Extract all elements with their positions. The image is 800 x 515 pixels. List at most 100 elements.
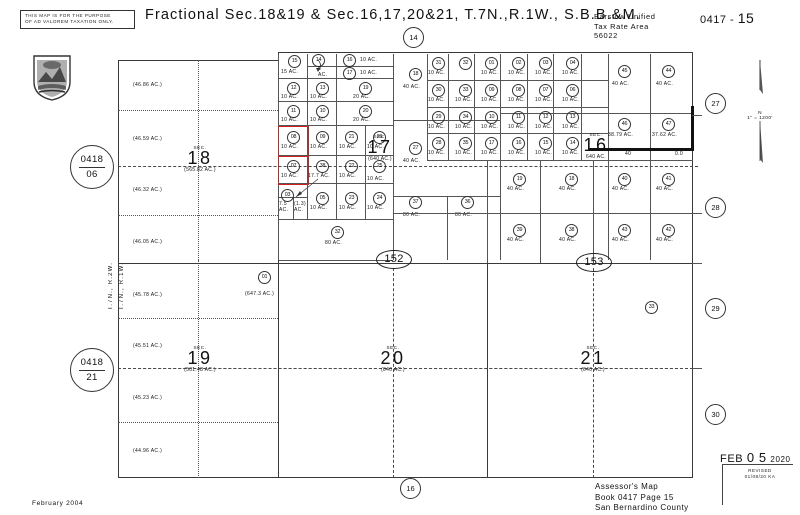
section-18-number: 18 — [187, 148, 213, 168]
edge-marker-27[interactable]: 27 — [705, 93, 726, 114]
parcel-17-18[interactable]: 18 — [409, 68, 422, 81]
parcel-16-35[interactable]: 35 — [459, 137, 472, 150]
parcel-16-31[interactable]: 31 — [432, 57, 445, 70]
parcel-17-20[interactable]: 20 — [359, 105, 372, 118]
parcel-16-30-acres: 10 AC. — [428, 97, 446, 103]
sec18-lot-div-2 — [118, 166, 698, 167]
parcel-16-03[interactable]: 03 — [539, 57, 552, 70]
parcel-16-43-acres: 40 AC. — [612, 237, 630, 243]
parcel-16-02[interactable]: 02 — [512, 57, 525, 70]
parcel-17-24[interactable]: 24 — [373, 192, 386, 205]
parcel-16-44[interactable]: 44 — [662, 65, 675, 78]
parcel-16-16[interactable]: 16 — [512, 137, 525, 150]
parcel-16-03-acres: 10 AC. — [535, 70, 553, 76]
parcel-17-03[interactable]: 03 — [281, 189, 294, 202]
parcel-16-41[interactable]: 41 — [662, 173, 675, 186]
parcel-16-34[interactable]: 34 — [459, 111, 472, 124]
parcel-17-23[interactable]: 23 — [345, 192, 358, 205]
parcel-16-09[interactable]: 09 — [485, 84, 498, 97]
parcel-17-10[interactable]: 10 — [316, 105, 329, 118]
section-20-tag: SEC. — [386, 345, 400, 350]
parcel-16-46[interactable]: 46 — [618, 118, 631, 131]
parcel-17-14[interactable]: 14 — [312, 54, 325, 67]
book-ref-0418-06[interactable]: 0418 06 — [70, 145, 114, 189]
parcel-17-22[interactable]: 22 — [345, 160, 358, 173]
parcel-16-46-acres: 38.79 AC. — [608, 132, 634, 138]
parcel-17-08[interactable]: 08 — [287, 131, 300, 144]
parcel-16-17[interactable]: 17 — [485, 137, 498, 150]
parcel-17-19[interactable]: 19 — [359, 82, 372, 95]
edge-marker-top-14[interactable]: 14 — [403, 27, 424, 48]
parcel-17-36-acres: 80 AC. — [455, 212, 473, 218]
parcel-17-11[interactable]: 11 — [287, 105, 300, 118]
parcel-17-37[interactable]: 37 — [409, 196, 422, 209]
parcel-16-28[interactable]: 28 — [432, 137, 445, 150]
parcel-17-32[interactable]: 32 — [331, 226, 344, 239]
parcel-16-47[interactable]: 47 — [662, 118, 675, 131]
township-label-r1w: T.7N., R.1W. — [119, 261, 125, 310]
sec18-lot-acres-1: (46.86 AC.) — [133, 82, 163, 88]
parcel-17-38[interactable]: 38 — [316, 160, 329, 173]
section-19-label: SEC. 19 (501.48 AC.) — [150, 345, 250, 373]
parcel-16-32[interactable]: 32 — [459, 57, 472, 70]
section-18-tag: SEC. — [193, 145, 207, 150]
parcel-16-38b[interactable]: 38 — [565, 224, 578, 237]
parcel-17-13[interactable]: 13 — [316, 82, 329, 95]
book-ref-0418-21-top: 0418 — [80, 357, 104, 368]
parcel-16-06[interactable]: 06 — [566, 84, 579, 97]
parcel-17-07[interactable]: 07 — [287, 160, 300, 173]
parcel-17-17[interactable]: 17 — [343, 67, 356, 80]
parcel-17-16[interactable]: 16 — [343, 54, 356, 67]
parcel-16-14[interactable]: 14 — [566, 137, 579, 150]
parcel-16-19[interactable]: 19 — [513, 173, 526, 186]
parcel-16-29[interactable]: 29 — [432, 111, 445, 124]
sec17-h4 — [278, 155, 393, 156]
parcel-17-09[interactable]: 09 — [316, 131, 329, 144]
parcel-16-04-acres: 10 AC. — [562, 70, 580, 76]
county-seal-icon — [30, 52, 74, 102]
parcel-16-18b[interactable]: 18 — [565, 173, 578, 186]
frame-right — [692, 52, 693, 478]
parcel-17-12[interactable]: 12 — [287, 82, 300, 95]
road-tag-153[interactable]: 153 — [576, 253, 612, 272]
edge-marker-28[interactable]: 28 — [705, 197, 726, 218]
parcel-16-07[interactable]: 07 — [539, 84, 552, 97]
parcel-16-45[interactable]: 45 — [618, 65, 631, 78]
sec19-lot-acres-2: (45.51 AC.) — [133, 343, 163, 349]
edge-marker-29[interactable]: 29 — [705, 298, 726, 319]
parcel-16-39[interactable]: 39 — [513, 224, 526, 237]
section-18-label: SEC. 18 (565.82 AC.) — [150, 145, 250, 173]
parcel-16-01[interactable]: 01 — [485, 57, 498, 70]
road-tag-152[interactable]: 152 — [376, 250, 412, 269]
book-ref-0418-21[interactable]: 0418 21 — [70, 348, 114, 392]
parcel-16-13[interactable]: 13 — [566, 111, 579, 124]
parcel-16-12[interactable]: 12 — [539, 111, 552, 124]
parcel-16-18b-acres: 40 AC. — [559, 186, 577, 192]
parcel-16-42[interactable]: 42 — [662, 224, 675, 237]
parcel-19-01[interactable]: 01 — [258, 271, 271, 284]
parcel-16-04[interactable]: 04 — [566, 57, 579, 70]
edge-marker-bottom-16[interactable]: 16 — [400, 478, 421, 499]
parcel-marker-mid-right[interactable]: 33 — [645, 301, 658, 314]
parcel-16-40[interactable]: 40 — [618, 173, 631, 186]
parcel-16-13-acres: 10 AC. — [562, 124, 580, 130]
parcel-17-15[interactable]: 15 — [288, 55, 301, 68]
edge-marker-30[interactable]: 30 — [705, 404, 726, 425]
parcel-17-05[interactable]: 05 — [316, 192, 329, 205]
parcel-16-44-acres: 40 AC. — [656, 81, 674, 87]
parcel-16-43[interactable]: 43 — [618, 224, 631, 237]
parcel-17-26[interactable]: 26 — [373, 131, 386, 144]
sec17-v2 — [336, 54, 337, 219]
parcel-16-08[interactable]: 08 — [512, 84, 525, 97]
parcel-16-30[interactable]: 30 — [432, 84, 445, 97]
parcel-17-25[interactable]: 25 — [373, 160, 386, 173]
parcel-16-33[interactable]: 33 — [459, 84, 472, 97]
parcel-17-36[interactable]: 36 — [461, 196, 474, 209]
parcel-16-11[interactable]: 11 — [512, 111, 525, 124]
parcel-17-21[interactable]: 21 — [345, 131, 358, 144]
sec16-v7 — [608, 54, 609, 260]
parcel-16-15[interactable]: 15 — [539, 137, 552, 150]
parcel-16-10[interactable]: 10 — [485, 111, 498, 124]
parcel-17-27[interactable]: 27 — [409, 142, 422, 155]
